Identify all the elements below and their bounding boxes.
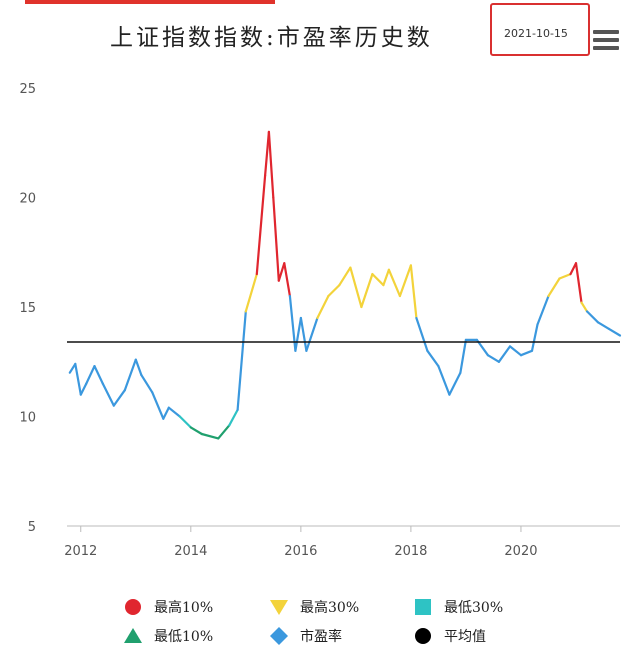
- pe-line-segment: [85, 365, 96, 385]
- x-tick-label: 2014: [174, 544, 207, 559]
- pe-line-segment: [134, 358, 143, 376]
- y-tick-label: 5: [28, 520, 36, 535]
- pe-line-segment: [530, 323, 539, 352]
- pe-line-segment: [415, 316, 429, 352]
- y-tick-label: 15: [19, 301, 36, 316]
- pe-line-segment: [371, 273, 385, 287]
- pe-line-segment: [255, 174, 267, 276]
- pe-line-segment: [580, 301, 589, 313]
- pe-line-segment: [294, 316, 302, 352]
- menu-bar: [593, 46, 619, 50]
- pe-line-segment: [316, 294, 330, 320]
- pe-line-segment: [607, 327, 622, 337]
- legend-label: 最高30%: [300, 600, 360, 616]
- pe-line-segment: [437, 365, 451, 396]
- pe-line-segment: [299, 316, 308, 352]
- pe-line-segment: [409, 264, 418, 320]
- pe-line-segment: [162, 406, 170, 420]
- pe-line-segment: [217, 424, 231, 440]
- pe-line-segment: [338, 266, 352, 287]
- pe-line-segment: [68, 362, 77, 374]
- legend-average[interactable]: 平均值: [412, 626, 486, 646]
- legend: 最高10% 最高30% 最低30% 最低10% 市盈率 平均值: [0, 592, 640, 652]
- pe-line-segment: [508, 345, 523, 357]
- chart-title: 上证指数指数:市盈率历史数: [110, 25, 433, 51]
- pe-line-segment: [536, 294, 550, 326]
- legend-highest30[interactable]: 最高30%: [268, 597, 359, 617]
- legend-label: 最低30%: [444, 600, 504, 616]
- pe-line-segment: [497, 345, 512, 363]
- pe-line-segment: [112, 389, 126, 407]
- pe-line-segment: [140, 373, 154, 394]
- circle-marker-icon: [415, 628, 431, 644]
- pe-line-segment: [349, 266, 363, 309]
- pe-line-segment: [360, 273, 374, 309]
- pe-line-segment: [558, 273, 572, 280]
- pe-line-segment: [569, 262, 578, 276]
- pe-line-segment: [267, 130, 275, 199]
- menu-bar: [593, 30, 619, 34]
- triangle-up-icon: [124, 628, 142, 643]
- pe-line-segment: [264, 130, 270, 177]
- legend-lowest30[interactable]: 最低30%: [412, 597, 503, 617]
- pe-line-segment: [305, 316, 319, 352]
- diamond-marker-icon: [270, 627, 288, 645]
- menu-icon[interactable]: [593, 30, 619, 54]
- pe-line-segment: [123, 358, 137, 392]
- circle-marker-icon: [125, 599, 141, 615]
- pe-line-layer: [68, 130, 622, 440]
- square-marker-icon: [415, 599, 431, 615]
- legend-label: 最高10%: [154, 600, 214, 616]
- date-tooltip-text: 2021-10-15: [504, 27, 568, 40]
- pe-line-segment: [200, 432, 220, 440]
- pe-line-segment: [283, 262, 291, 298]
- y-tick-label: 10: [19, 411, 36, 426]
- chart-axes: 25 20 15 10 5 2012 2014 2016 2018 2020: [19, 82, 620, 559]
- date-tooltip: 2021-10-15: [490, 3, 590, 56]
- pe-line-segment: [93, 365, 104, 385]
- pe-line-segment: [459, 338, 467, 374]
- pe-line-segment: [228, 408, 239, 427]
- x-tick-label: 2016: [284, 544, 317, 559]
- y-tick-label: 25: [19, 82, 36, 97]
- pe-line-segment: [486, 354, 500, 363]
- pe-line-segment: [398, 264, 412, 298]
- pe-line-segment: [387, 268, 401, 298]
- x-tick-label: 2012: [64, 544, 97, 559]
- legend-highest10[interactable]: 最高10%: [122, 597, 213, 617]
- pe-line-segment: [236, 310, 247, 411]
- x-tick-label: 2018: [394, 544, 427, 559]
- pe-line-segment: [189, 426, 203, 436]
- pe-line-segment: [596, 321, 611, 330]
- legend-label: 平均值: [444, 629, 486, 645]
- menu-bar: [593, 38, 619, 42]
- legend-pe[interactable]: 市盈率: [268, 626, 342, 646]
- top-accent-bar: [25, 0, 275, 4]
- pe-line-segment: [574, 262, 583, 304]
- pe-line-segment: [151, 391, 165, 420]
- pe-line-segment: [277, 262, 286, 282]
- pe-line-segment: [519, 349, 534, 357]
- pe-line-segment: [167, 406, 181, 418]
- legend-label: 最低10%: [154, 629, 214, 645]
- y-tick-label: 20: [19, 192, 36, 207]
- pe-line-segment: [585, 310, 600, 324]
- x-tick-label: 2020: [504, 544, 537, 559]
- pe-line-segment: [101, 382, 115, 407]
- legend-lowest10[interactable]: 最低10%: [122, 626, 213, 646]
- pe-line-segment: [79, 382, 88, 396]
- chart-area: 25 20 15 10 5 2012 2014 2016 2018 2020: [19, 82, 622, 559]
- pe-line-segment: [178, 415, 192, 429]
- triangle-down-icon: [270, 600, 288, 615]
- pe-line-segment: [426, 349, 440, 368]
- pe-line-segment: [327, 284, 341, 298]
- legend-label: 市盈率: [300, 629, 342, 645]
- pe-line-segment: [382, 268, 390, 287]
- pe-line-segment: [244, 273, 258, 313]
- pe-line-segment: [448, 371, 462, 396]
- pe-line-segment: [272, 196, 280, 282]
- pe-line-segment: [547, 277, 561, 298]
- pe-line-segment: [74, 362, 82, 396]
